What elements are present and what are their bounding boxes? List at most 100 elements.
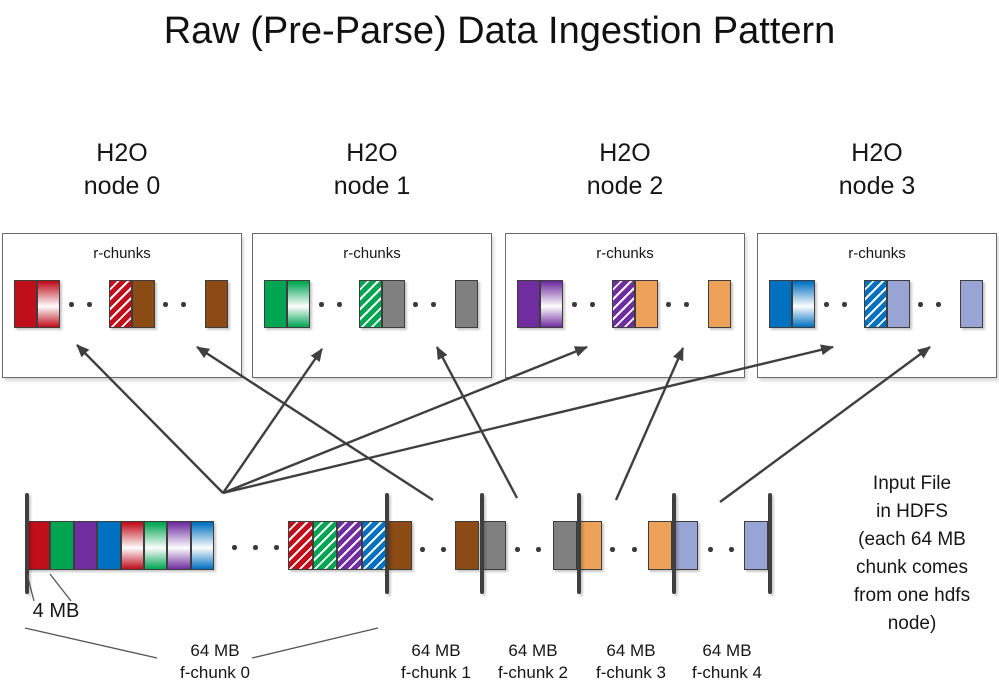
f-chunk-piece-lavender-solid (744, 521, 768, 570)
r-chunk-brown-solid (205, 280, 228, 328)
note-line-1: Input File (872, 473, 952, 494)
ellipsis-dot (610, 547, 615, 552)
ellipsis-dot (632, 547, 637, 552)
ellipsis-dot (441, 547, 446, 552)
ellipsis-dot (253, 545, 258, 550)
fchunk-4-label: 64 MB f-chunk 4 (662, 640, 792, 684)
node-2-chunk-row (506, 234, 744, 377)
f-chunk-piece-lavender-solid (675, 521, 698, 570)
ellipsis-dot (319, 302, 324, 307)
ellipsis-dot (87, 302, 92, 307)
fchunk-1-name: f-chunk 1 (401, 663, 471, 682)
hdfs-block-divider (577, 493, 581, 594)
f-chunk-piece-blue-solid (97, 521, 121, 570)
ellipsis-dot (431, 302, 436, 307)
node-3-title: H2O node 3 (757, 137, 997, 203)
fchunk-4-name: f-chunk 4 (692, 663, 762, 682)
r-chunk-purple-solid (517, 280, 540, 328)
r-chunk-green-hatched (359, 280, 382, 328)
r-chunk-blue-hatched (864, 280, 887, 328)
hdfs-block-divider (768, 493, 772, 594)
fchunk-3-name: f-chunk 3 (596, 663, 666, 682)
f-chunk-piece-green-gradient (144, 521, 168, 570)
r-chunk-purple-hatched (612, 280, 635, 328)
ellipsis-dot (232, 545, 237, 550)
ellipsis-dot (515, 547, 520, 552)
fchunk-2-size: 64 MB (508, 641, 558, 660)
hdfs-block-divider (385, 493, 389, 594)
node-3-title-line2: node 3 (838, 172, 916, 200)
ellipsis-dot (666, 302, 671, 307)
r-chunk-orange-solid (635, 280, 658, 328)
ellipsis-dot (936, 302, 941, 307)
f-chunk-piece-purple-gradient (167, 521, 191, 570)
r-chunk-lavender-solid (887, 280, 910, 328)
ellipsis-dot (824, 302, 829, 307)
input-file-note: Input File in HDFS (each 64 MB chunk com… (817, 470, 999, 638)
node-1-rchunks-label: r-chunks (343, 245, 401, 262)
f-chunk-piece-gray-solid (483, 521, 506, 570)
node-0-title-line2: node 0 (83, 172, 161, 200)
note-line-5: from one hdfs (853, 585, 971, 606)
ellipsis-dot (842, 302, 847, 307)
node-0-chunk-row (3, 234, 241, 377)
r-chunk-brown-solid (132, 280, 155, 328)
node-3-title-line1: H2O (851, 139, 903, 167)
f-chunk-piece-blue-hatched (361, 521, 386, 570)
r-chunk-red-hatched (109, 280, 132, 328)
node-1-title-line2: node 1 (333, 172, 411, 200)
f-chunk-piece-orange-solid (648, 521, 672, 570)
fchunk-1-label: 64 MB f-chunk 1 (371, 640, 501, 684)
node-3-chunk-row (758, 234, 996, 377)
note-line-4: chunk comes (856, 557, 968, 578)
hdfs-block-divider (25, 493, 29, 594)
f-chunk-piece-orange-solid (579, 521, 602, 570)
fchunk-3-label: 64 MB f-chunk 3 (566, 640, 696, 684)
node-1-title-line1: H2O (346, 139, 398, 167)
ellipsis-dot (536, 547, 541, 552)
f-chunk-piece-green-solid (50, 521, 74, 570)
node-3-rchunks-label: r-chunks (848, 245, 906, 262)
fchunk-1-size: 64 MB (411, 641, 461, 660)
ellipsis-dot (590, 302, 595, 307)
hdfs-block-divider (672, 493, 676, 594)
ellipsis-dot (918, 302, 923, 307)
ellipsis-dot (729, 547, 734, 552)
fchunk-0-label: 64 MB f-chunk 0 (150, 640, 280, 684)
ellipsis-dot (572, 302, 577, 307)
f-chunk-piece-green-hatched (312, 521, 337, 570)
r-chunk-gray-solid (455, 280, 478, 328)
r-chunk-red-solid (14, 280, 37, 328)
hdfs-block-divider (480, 493, 484, 594)
node-2-title-line1: H2O (599, 139, 651, 167)
f-chunk-piece-red-gradient (120, 521, 144, 570)
f-chunk-piece-gray-solid (553, 521, 577, 570)
ellipsis-dot (684, 302, 689, 307)
r-chunk-red-gradient (37, 280, 60, 328)
r-chunk-orange-solid (708, 280, 731, 328)
r-chunk-green-gradient (287, 280, 310, 328)
node-2-title: H2O node 2 (505, 137, 745, 203)
r-chunk-blue-gradient (792, 280, 815, 328)
fchunk-2-label: 64 MB f-chunk 2 (468, 640, 598, 684)
four-mb-label: 4 MB (32, 600, 80, 622)
f-chunk-piece-purple-solid (73, 521, 98, 570)
node-1-chunk-row (253, 234, 491, 377)
node-0-rchunks-label: r-chunks (93, 245, 151, 262)
r-chunk-gray-solid (382, 280, 405, 328)
node-1-title: H2O node 1 (252, 137, 492, 203)
r-chunk-lavender-solid (960, 280, 983, 328)
r-chunk-green-solid (264, 280, 287, 328)
f-chunk-piece-purple-hatched (337, 521, 362, 570)
fchunk-4-size: 64 MB (702, 641, 752, 660)
f-chunk-piece-blue-gradient (190, 521, 215, 570)
page-title: Raw (Pre-Parse) Data Ingestion Pattern (163, 10, 836, 52)
note-line-3: (each 64 MB (858, 529, 966, 550)
fchunk-0-name: f-chunk 0 (180, 663, 250, 682)
node-0-title: H2O node 0 (2, 137, 242, 203)
fchunk-2-name: f-chunk 2 (498, 663, 568, 682)
node-2-rchunks-label: r-chunks (596, 245, 654, 262)
f-chunk-piece-brown-solid (455, 521, 479, 570)
